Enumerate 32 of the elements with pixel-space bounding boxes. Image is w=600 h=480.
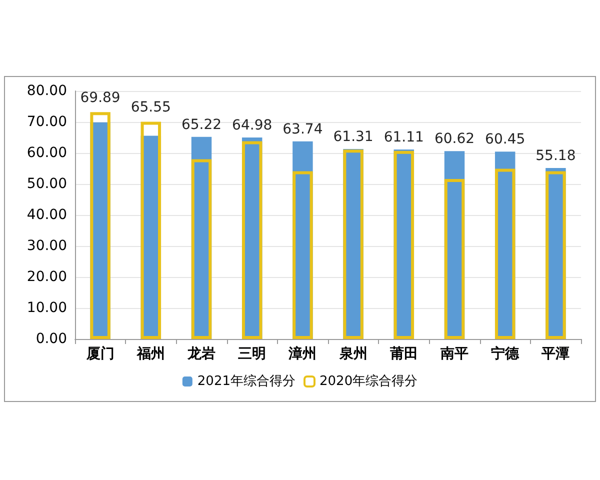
y-tick-label: 70.00 [26, 114, 67, 130]
data-label: 64.98 [232, 118, 272, 134]
data-label: 63.74 [282, 121, 323, 138]
x-tick-label: 南平 [440, 346, 468, 362]
y-tick-label: 30.00 [26, 238, 67, 254]
y-tick-label: 60.00 [26, 145, 67, 161]
x-tick-label: 莆田 [388, 346, 418, 362]
y-tick-label: 10.00 [26, 300, 67, 316]
data-label: 69.89 [80, 90, 120, 106]
data-label: 65.55 [130, 100, 171, 116]
data-label: 55.18 [536, 148, 576, 164]
x-tick-label: 三明 [238, 346, 266, 362]
data-label: 60.45 [485, 132, 526, 148]
data-label: 61.31 [333, 128, 374, 145]
y-tick-label: 40.00 [26, 207, 67, 223]
y-tick-label: 20.00 [26, 269, 67, 285]
x-tick-label: 宁德 [491, 345, 520, 362]
data-label: 65.22 [181, 116, 222, 133]
x-tick-label: 漳州 [288, 345, 317, 362]
legend-label: 2021年综合得分 [197, 374, 296, 389]
x-tick-label: 平潭 [540, 346, 570, 362]
data-label: 61.11 [384, 130, 424, 146]
y-tick-label: 50.00 [26, 176, 67, 192]
x-tick-label: 厦门 [85, 345, 114, 362]
y-tick-label: 80.00 [26, 83, 67, 99]
bar [292, 171, 313, 339]
legend-label: 2020年综合得分 [320, 374, 418, 389]
data-label: 60.62 [434, 131, 475, 148]
y-tick-label: 0.00 [36, 331, 67, 347]
x-tick-label: 福州 [136, 345, 165, 362]
x-tick-label: 泉州 [338, 346, 368, 362]
x-tick-label: 龙岩 [186, 346, 216, 362]
